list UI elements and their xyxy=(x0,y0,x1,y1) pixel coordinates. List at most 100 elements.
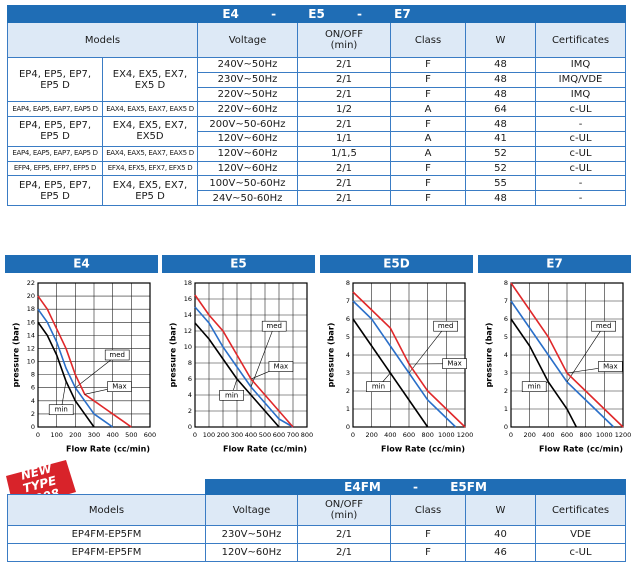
cell: 230V~50Hz xyxy=(205,525,298,544)
cell: 48 xyxy=(465,71,536,88)
cell: 120V~60Hz xyxy=(197,145,298,162)
y-tick-label: 1 xyxy=(504,405,508,413)
x-axis-label: Flow Rate (cc/min) xyxy=(381,445,465,454)
cell: c-UL xyxy=(534,101,627,118)
x-tick-label: 300 xyxy=(88,431,100,439)
cell: F xyxy=(390,57,466,73)
x-tick-label: 100 xyxy=(50,431,62,439)
cell: 1/1 xyxy=(297,130,391,147)
cell: c-UL xyxy=(534,543,627,562)
label-box xyxy=(268,361,294,372)
column-header: ON/OFF (min) xyxy=(297,22,391,58)
table-row: EP4FM-EP5FM 230V~50Hz 2/1 F 40 VDE xyxy=(7,525,627,544)
cell: c-UL xyxy=(534,145,627,162)
table-title: E4FM - E5FM xyxy=(204,479,627,495)
cell: - xyxy=(534,116,627,132)
model-cell: EAX4, EAX5, EAX7, EAX5 D xyxy=(102,101,198,118)
x-tick-label: 700 xyxy=(287,431,299,439)
cell: 46 xyxy=(465,543,536,562)
cell: 40 xyxy=(465,525,536,544)
table-row: 230V~50Hz 2/1 F 48 IMQ/VDE xyxy=(8,71,627,88)
y-tick-label: 2 xyxy=(346,387,350,395)
cell: IMQ xyxy=(534,57,627,73)
x-tick-label: 1000 xyxy=(596,431,613,439)
y-tick-label: 8 xyxy=(31,371,35,379)
x-tick-label: 800 xyxy=(421,431,433,439)
label-box xyxy=(442,358,467,369)
x-axis-label: Flow Rate (cc/min) xyxy=(66,445,150,454)
y-tick-label: 5 xyxy=(346,333,350,341)
cell: 2/1 xyxy=(297,543,391,562)
cell: 240V~50Hz xyxy=(197,57,298,73)
cell: 48 xyxy=(465,86,536,103)
header-row: Models Voltage ON/OFF (min) Class W Certifica… xyxy=(7,494,627,526)
chart: E4 0 2 4 6 8 10 12 14 16 18 20 22 0 100 200 300 400 500 600… xyxy=(5,255,158,454)
y-tick-label: 6 xyxy=(346,315,350,323)
y-tick-label: 4 xyxy=(31,397,35,405)
chart: E5 0 2 4 6 8 10 12 14 16 18 0 100 200 300 400 500 600 700 8… xyxy=(162,255,315,454)
x-tick-label: 300 xyxy=(231,431,243,439)
header-row: Models Voltage ON/OFF (min) Class W Certifica… xyxy=(7,22,627,58)
y-tick-label: 3 xyxy=(346,369,350,377)
y-tick-label: 8 xyxy=(504,279,508,287)
series-label: Max xyxy=(112,383,126,391)
cell: - xyxy=(534,190,627,206)
column-header: Certificates xyxy=(534,494,627,526)
x-tick-label: 1200 xyxy=(615,431,631,439)
cell: F xyxy=(390,71,466,88)
title-bar xyxy=(478,255,631,273)
x-tick-label: 600 xyxy=(403,431,415,439)
cell: F xyxy=(390,86,466,103)
model-cell: EP4, EP5, EP7, EP5 D xyxy=(7,175,103,206)
plot-frame xyxy=(510,282,624,428)
y-tick-label: 6 xyxy=(31,384,35,392)
table-row: 24V~50-60Hz 2/1 F 48- xyxy=(8,190,627,206)
label-box xyxy=(48,404,74,416)
title-row: E4 - E5 - E7 xyxy=(6,5,627,23)
cell: 220V~50Hz xyxy=(197,86,298,103)
cell: A xyxy=(390,101,466,118)
x-tick-label: 400 xyxy=(245,431,257,439)
cell: 52 xyxy=(465,145,536,162)
x-tick-label: 100 xyxy=(203,431,215,439)
x-tick-label: 600 xyxy=(144,431,156,439)
x-tick-label: 500 xyxy=(125,431,137,439)
cell: 2/1 xyxy=(297,116,391,132)
table-row: EFP4, EFP5, EFP7, EFP5 D EFX4, EFX5, EFX7… xyxy=(7,160,627,177)
series-label: med xyxy=(109,351,125,359)
cell: IMQ xyxy=(534,86,627,103)
chart-title: E5 xyxy=(230,257,247,271)
column-header: ON/OFF (min) xyxy=(297,494,391,526)
model-cell: EFX4, EFX5, EFX7, EFX5 D xyxy=(102,160,198,177)
spec-table: E4 - E5 - E7 Models Voltage ON/OFF (min) Cla… xyxy=(6,5,627,206)
label-box xyxy=(104,349,130,361)
model-cell: EAX4, EAX5, EAX7, EAX5 D xyxy=(102,145,198,162)
label-box xyxy=(366,381,391,392)
cell: 2/1 xyxy=(297,175,391,192)
y-tick-label: 7 xyxy=(346,297,350,305)
label-box xyxy=(433,320,458,332)
x-tick-label: 0 xyxy=(351,431,355,439)
table-row: EP4, EP5, EP7, EP5 D EX4, EX5, EX7, EP5 D… xyxy=(7,175,627,206)
y-axis-label: pressure (bar) xyxy=(12,323,21,388)
series-label: Max xyxy=(603,363,617,371)
y-tick-label: 22 xyxy=(27,279,35,287)
x-axis-label: Flow Rate (cc/min) xyxy=(223,445,307,454)
y-tick-label: 4 xyxy=(188,391,192,399)
cell: F xyxy=(390,543,466,562)
cell: 230V~50Hz xyxy=(197,71,298,88)
cell: 52 xyxy=(465,160,536,177)
label-leader xyxy=(408,326,446,374)
x-tick-label: 400 xyxy=(106,431,118,439)
y-tick-label: 0 xyxy=(31,423,35,431)
series-label: Max xyxy=(274,363,288,371)
blank-cell xyxy=(8,480,206,495)
cell: A xyxy=(390,145,466,162)
table-row: EP4, EP5, EP7, EP5 D EX4, EX5, EX7, EX5 D… xyxy=(7,56,627,103)
cell: 200V~50-60Hz xyxy=(197,116,298,132)
y-tick-label: 2 xyxy=(31,410,35,418)
cell: EP4FM-EP5FM xyxy=(7,525,206,544)
title-bar xyxy=(320,255,473,273)
table-row: EAP4, EAP5, EAP7, EAP5 D EAX4, EAX5, EAX7… xyxy=(7,101,627,118)
label-box xyxy=(591,320,616,332)
